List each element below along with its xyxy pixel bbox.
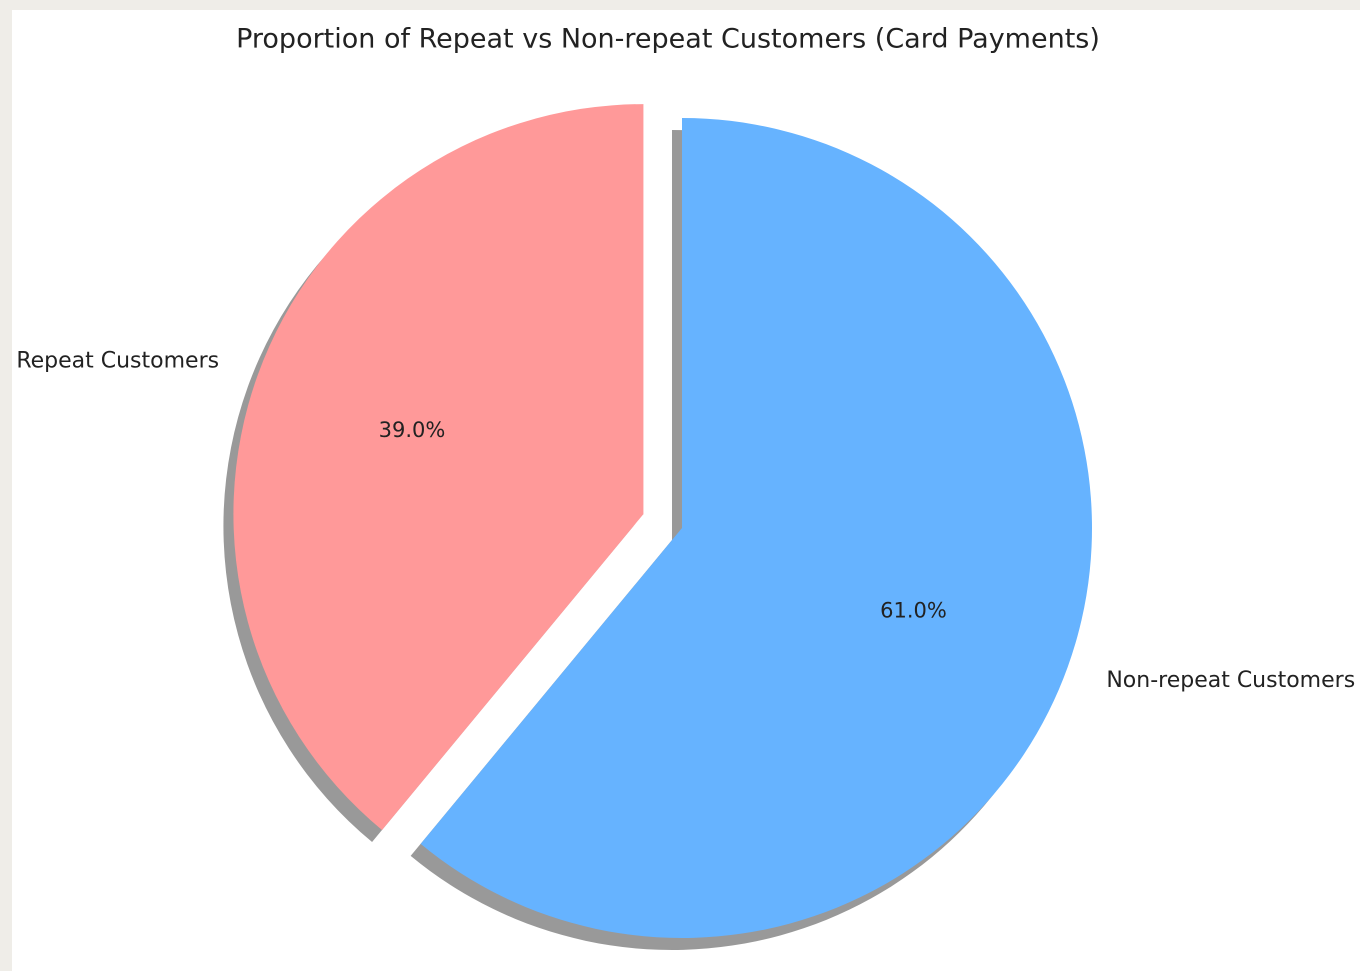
chart-title: Proportion of Repeat vs Non-repeat Custo…: [236, 24, 1100, 55]
value-label: 61.0%: [880, 598, 947, 622]
pie-wedge: [233, 104, 644, 831]
category-label: Repeat Customers: [16, 348, 219, 373]
pie-wedge: [420, 118, 1093, 938]
category-label: Non-repeat Customers: [1106, 668, 1355, 693]
value-label: 39.0%: [379, 418, 446, 442]
